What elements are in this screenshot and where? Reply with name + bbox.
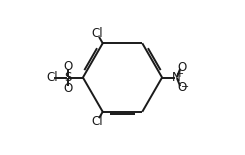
Text: O: O — [63, 82, 72, 95]
Text: Cl: Cl — [91, 115, 103, 128]
Text: O: O — [177, 81, 187, 94]
Text: +: + — [175, 69, 183, 80]
Text: Cl: Cl — [91, 27, 103, 40]
Text: −: − — [181, 82, 189, 92]
Text: Cl: Cl — [47, 71, 58, 84]
Text: O: O — [63, 60, 72, 73]
Text: S: S — [64, 71, 71, 84]
Text: N: N — [172, 71, 180, 84]
Text: O: O — [177, 61, 187, 74]
